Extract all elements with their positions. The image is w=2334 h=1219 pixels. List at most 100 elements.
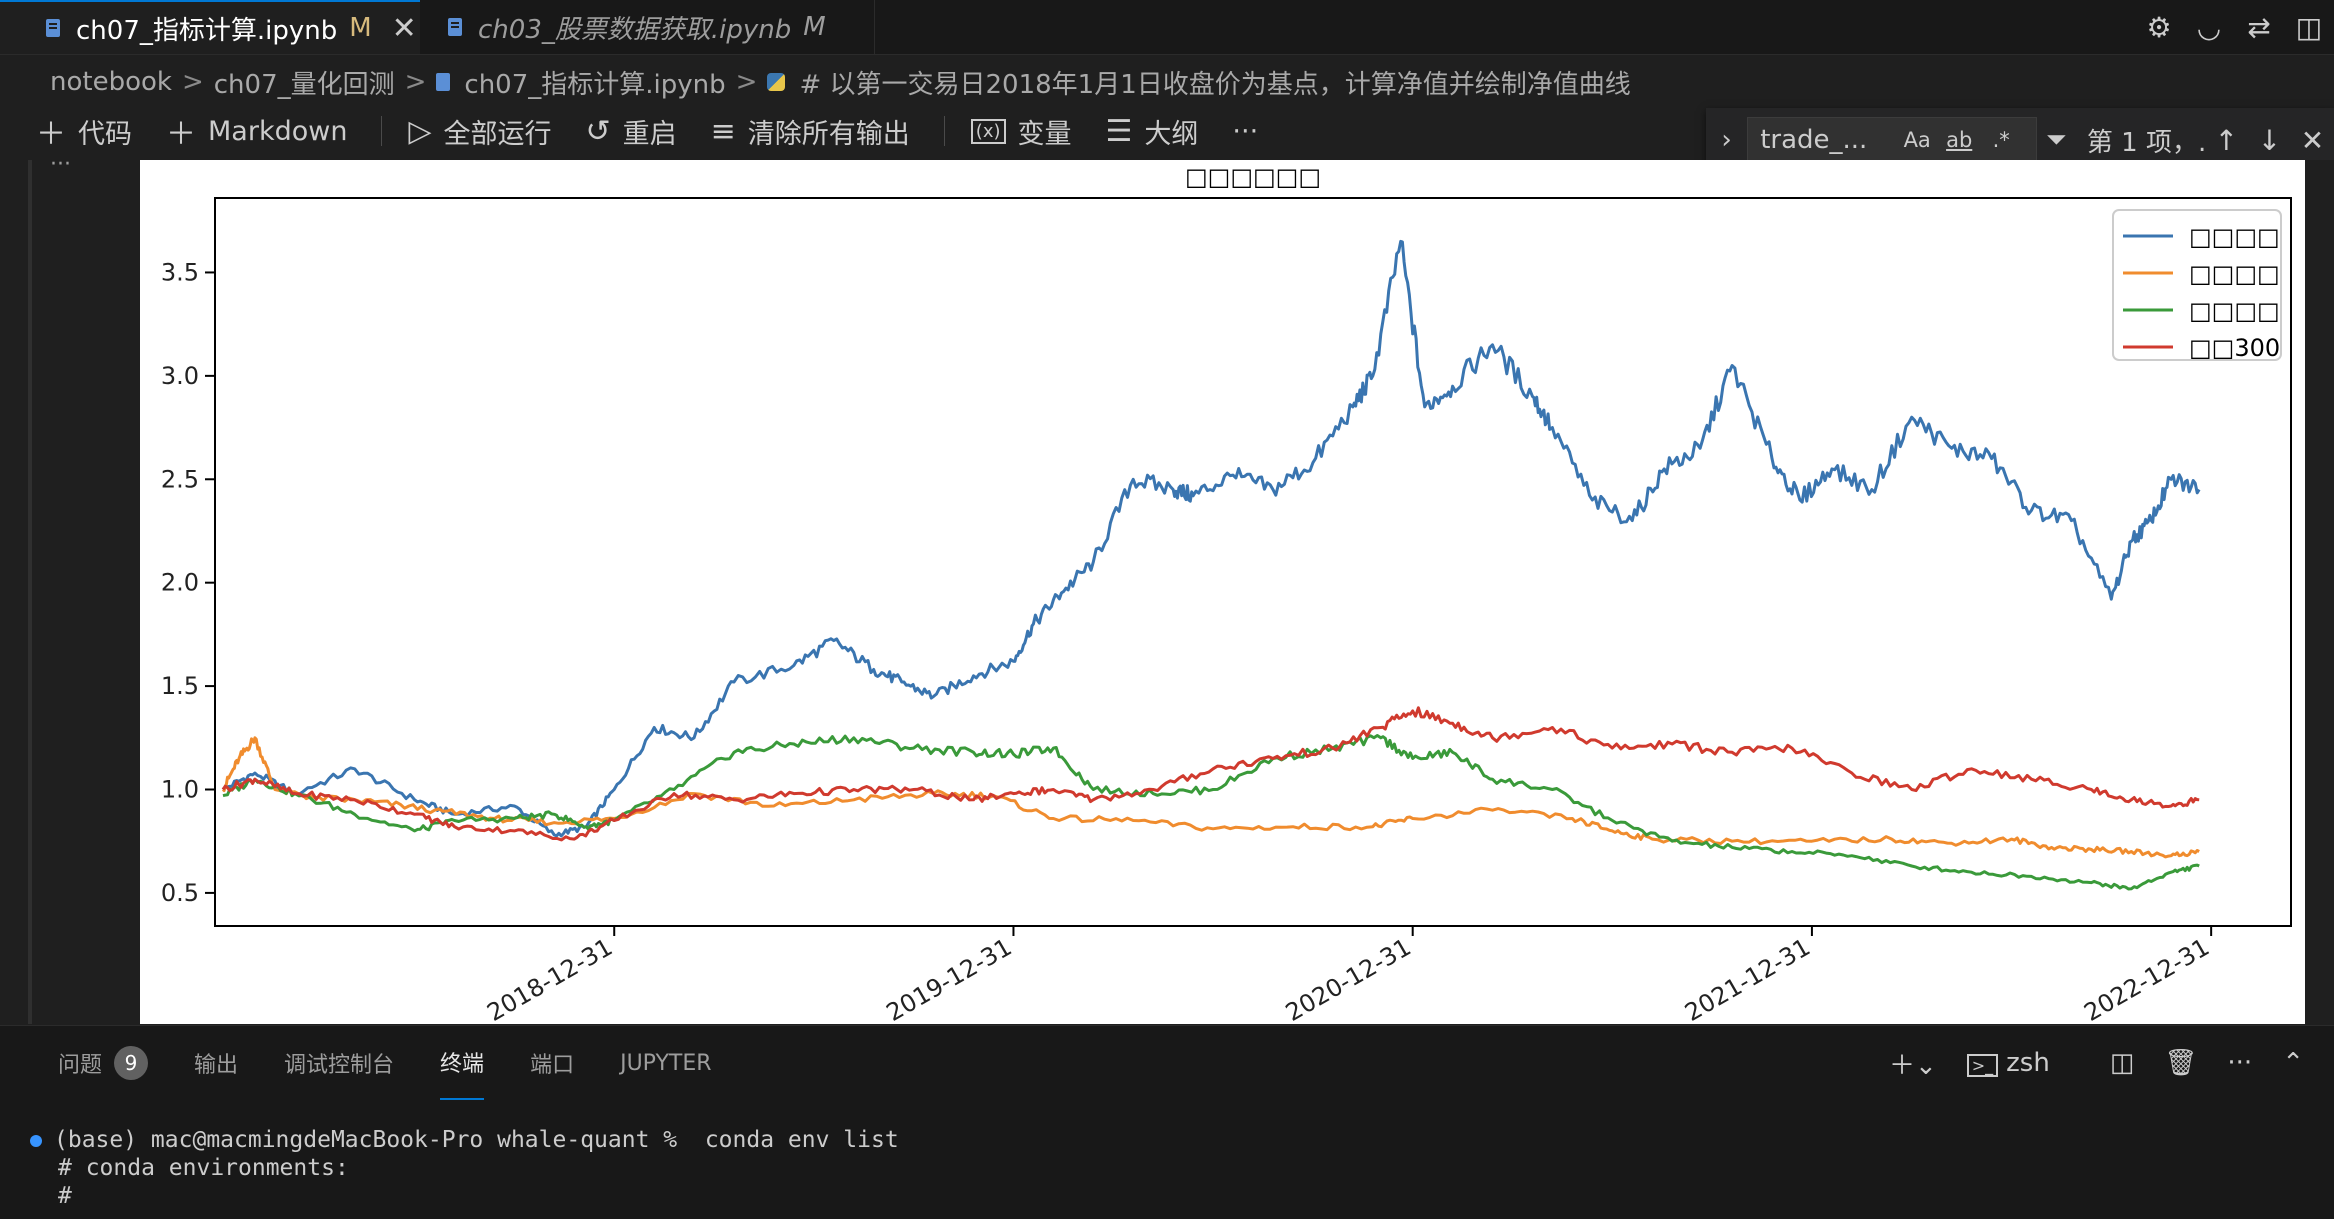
restart-button[interactable]: ↺ 重启 bbox=[586, 112, 677, 151]
tab-label: ch03_股票数据获取.ipynb bbox=[478, 14, 792, 45]
whole-word-icon[interactable]: ab bbox=[1946, 128, 1973, 152]
breadcrumb-item-folder[interactable]: ch07_量化回测 bbox=[213, 69, 395, 100]
notebook-file-icon bbox=[46, 19, 60, 37]
tab-terminal[interactable]: 终端 bbox=[440, 1026, 485, 1100]
toolbar-divider bbox=[943, 116, 945, 146]
compare-icon[interactable]: ⇄ bbox=[2247, 10, 2271, 44]
restart-icon: ↺ bbox=[585, 113, 611, 149]
chevron-up-icon[interactable]: ⌃ bbox=[2282, 1048, 2304, 1078]
tab-ch03-notebook[interactable]: ch03_股票数据获取.ipynb M bbox=[420, 0, 875, 54]
match-case-icon[interactable]: Aa bbox=[1903, 128, 1931, 152]
more-icon[interactable]: ··· bbox=[2227, 1048, 2253, 1078]
breadcrumb-item-cell[interactable]: # 以第一交易日2018年1月1日收盘价为基点，计算净值并绘制净值曲线 bbox=[799, 69, 1631, 100]
y-tick-label: 2.5 bbox=[161, 465, 199, 493]
next-match-icon[interactable]: ↓ bbox=[2257, 123, 2282, 157]
run-all-button[interactable]: ▷ 全部运行 bbox=[408, 112, 551, 151]
x-tick-label: 2022-12-31 bbox=[2079, 933, 2214, 1024]
restart-label: 重启 bbox=[622, 118, 677, 150]
run-all-label: 全部运行 bbox=[443, 118, 552, 150]
regex-icon[interactable]: .* bbox=[1992, 128, 2010, 152]
editor-tab-bar: ch07_指标计算.ipynb M ✕ ch03_股票数据获取.ipynb M … bbox=[0, 0, 2334, 55]
settings-gear-icon[interactable]: ⚙ bbox=[2146, 10, 2172, 44]
tab-bar-actions: ⚙ ◡ ⇄ ◫ bbox=[2134, 0, 2334, 54]
y-tick-label: 3.5 bbox=[161, 258, 199, 286]
tab-ports[interactable]: 端口 bbox=[530, 1053, 575, 1078]
variables-icon: (x) bbox=[970, 118, 1006, 144]
breadcrumb-item-file[interactable]: ch07_指标计算.ipynb bbox=[464, 69, 726, 100]
outline-label: 大纲 bbox=[1144, 118, 1199, 150]
legend-label: □□300 bbox=[2189, 334, 2280, 362]
series-line-1 bbox=[221, 736, 2200, 859]
notebook-file-icon bbox=[436, 73, 451, 91]
outline-button[interactable]: ☰ 大纲 bbox=[1106, 112, 1199, 151]
collapsed-output-indicator[interactable]: ··· bbox=[50, 160, 71, 177]
trash-icon[interactable]: 🗑 bbox=[2164, 1048, 2198, 1078]
line-chart: □□□□□□ 0.5 1.0 1.5 2.0 2.5 3.0 3.5 2018-12-31 2… bbox=[161, 163, 2292, 1024]
add-code-cell-button[interactable]: ＋ 代码 bbox=[36, 109, 132, 153]
filter-icon[interactable]: ⏷ bbox=[2045, 124, 2067, 155]
y-tick-label: 2.0 bbox=[161, 569, 199, 597]
chart-title: □□□□□□ bbox=[1185, 163, 1321, 191]
command-status-dot-icon bbox=[30, 1134, 42, 1147]
shell-name: zsh bbox=[2006, 1048, 2050, 1078]
add-code-label: 代码 bbox=[78, 118, 132, 150]
more-actions-button[interactable]: ··· bbox=[1232, 115, 1259, 147]
match-count: 第 1 项，... bbox=[2086, 127, 2205, 158]
tab-output[interactable]: 输出 bbox=[194, 1053, 239, 1078]
find-input[interactable]: trade_... bbox=[1760, 125, 1868, 155]
close-tab-icon[interactable]: ✕ bbox=[391, 10, 417, 46]
breadcrumb-item-notebook[interactable]: notebook bbox=[50, 67, 172, 97]
legend-label: □□□□ bbox=[2189, 223, 2280, 251]
terminal-line: # bbox=[58, 1183, 72, 1209]
legend-frame bbox=[2112, 209, 2282, 361]
legend-label: □□□□ bbox=[2189, 260, 2280, 288]
kernel-icon[interactable]: ◡ bbox=[2196, 10, 2222, 44]
panel-tabs: 问题 9 输出 调试控制台 终端 端口 JUPYTER bbox=[58, 1026, 758, 1100]
plus-icon: ＋ bbox=[36, 117, 66, 152]
close-find-icon[interactable]: ✕ bbox=[2300, 123, 2325, 157]
add-markdown-label: Markdown bbox=[208, 115, 348, 147]
series-group bbox=[221, 239, 2201, 891]
toolbar-divider bbox=[381, 116, 383, 146]
terminal-icon: >_ bbox=[1966, 1054, 1999, 1077]
modified-indicator: M bbox=[803, 12, 826, 42]
split-editor-icon[interactable]: ◫ bbox=[2295, 10, 2323, 44]
cell-output-chart: □□□□□□ 0.5 1.0 1.5 2.0 2.5 3.0 3.5 2018-12-31 2… bbox=[140, 160, 2305, 1024]
plot-area-frame bbox=[214, 197, 2292, 927]
y-tick-label: 1.5 bbox=[161, 672, 199, 700]
tab-jupyter[interactable]: JUPYTER bbox=[620, 1050, 712, 1076]
cell-gutter bbox=[28, 160, 32, 1024]
terminal-output[interactable]: (base) mac@macmingdeMacBook-Pro whale-qu… bbox=[30, 1126, 899, 1210]
clear-outputs-button[interactable]: ≡ 清除所有输出 bbox=[711, 112, 910, 151]
variables-label: 变量 bbox=[1017, 118, 1072, 150]
y-tick-label: 0.5 bbox=[161, 879, 199, 907]
add-markdown-cell-button[interactable]: ＋ Markdown bbox=[166, 109, 347, 153]
chevron-right-icon: > bbox=[404, 67, 427, 97]
terminal-line: (base) mac@macmingdeMacBook-Pro whale-qu… bbox=[54, 1127, 899, 1153]
notebook-file-icon bbox=[448, 18, 462, 36]
panel-actions: ＋⌄ >_ zsh ◫ 🗑 ··· ⌃ bbox=[1889, 1026, 2334, 1100]
y-tick-label: 1.0 bbox=[161, 776, 199, 804]
previous-match-icon[interactable]: ↑ bbox=[2214, 123, 2239, 157]
list-icon: ☰ bbox=[1105, 113, 1133, 149]
clear-all-icon: ≡ bbox=[710, 113, 736, 149]
tab-debug-console[interactable]: 调试控制台 bbox=[284, 1053, 395, 1078]
terminal-shell-selector[interactable]: >_ zsh bbox=[1966, 1048, 2080, 1078]
y-tick-label: 3.0 bbox=[161, 362, 199, 390]
split-terminal-icon[interactable]: ◫ bbox=[2109, 1048, 2135, 1078]
variables-button[interactable]: (x) 变量 bbox=[970, 112, 1072, 151]
problems-count-badge: 9 bbox=[114, 1046, 149, 1080]
series-line-2 bbox=[222, 734, 2200, 891]
new-terminal-icon[interactable]: ＋⌄ bbox=[1888, 1050, 1937, 1081]
toggle-replace-icon[interactable]: › bbox=[1721, 125, 1732, 155]
tab-label: ch07_指标计算.ipynb bbox=[76, 15, 338, 46]
tab-problems[interactable]: 问题 9 bbox=[58, 1026, 149, 1100]
tab-problems-label: 问题 bbox=[58, 1053, 103, 1078]
series-line-3 bbox=[221, 706, 2200, 842]
x-axis: 2018-12-31 2019-12-31 2020-12-31 2021-12-31… bbox=[482, 926, 2214, 1024]
tab-ch07-notebook[interactable]: ch07_指标计算.ipynb M ✕ bbox=[0, 0, 420, 54]
plus-icon: ＋ bbox=[166, 117, 196, 152]
x-tick-label: 2021-12-31 bbox=[1680, 933, 1815, 1024]
clear-outputs-label: 清除所有输出 bbox=[747, 118, 910, 150]
series-line-0 bbox=[221, 239, 2201, 838]
